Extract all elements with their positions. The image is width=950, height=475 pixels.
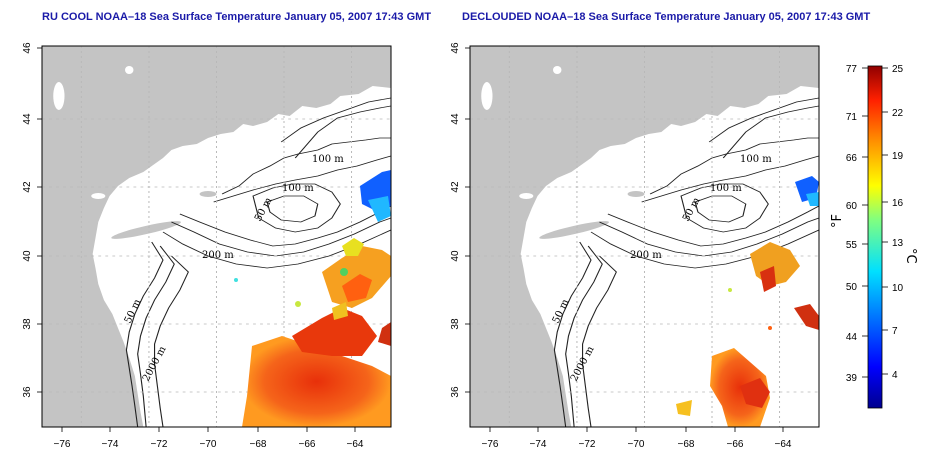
contour-label: 200 m xyxy=(630,250,662,261)
fahrenheit-tick-label: 39 xyxy=(846,373,858,384)
panel-title-left: RU COOL NOAA–18 Sea Surface Temperature … xyxy=(42,11,432,23)
y-tick-label: 46 xyxy=(22,42,33,54)
x-tick-label: −68 xyxy=(250,439,267,450)
celsius-tick-label: 25 xyxy=(892,64,904,75)
celsius-unit-label: °C xyxy=(903,248,918,264)
x-tick-label: −72 xyxy=(579,439,596,450)
y-tick-label: 44 xyxy=(450,113,461,125)
y-tick-label: 40 xyxy=(450,250,461,262)
contour-label: 100 m xyxy=(740,154,772,165)
y-tick-label: 38 xyxy=(450,318,461,330)
contour-label: 100 m xyxy=(710,183,742,194)
contour-label: 100 m xyxy=(312,154,344,165)
y-tick-label: 40 xyxy=(22,250,33,262)
x-tick-label: −74 xyxy=(102,439,119,450)
contour-label: 100 m xyxy=(282,183,314,194)
y-tick-label: 44 xyxy=(22,113,33,125)
celsius-tick-label: 4 xyxy=(892,370,898,381)
map-panel-left[interactable]: 100 m 100 m 50 m 200 m 50 m 2000 m xyxy=(41,45,392,428)
y-tick-label: 36 xyxy=(22,386,33,398)
x-tick-label: −76 xyxy=(482,439,499,450)
axes-right: −76 −74 −72 −70 −68 −66 −64 36 38 40 42 44 46 xyxy=(450,42,792,450)
fahrenheit-tick-label: 71 xyxy=(846,112,858,123)
fahrenheit-tick-label: 44 xyxy=(846,332,858,343)
x-tick-label: −64 xyxy=(347,439,364,450)
celsius-tick-label: 13 xyxy=(892,238,904,249)
fahrenheit-tick-label: 66 xyxy=(846,153,858,164)
axes-left: −76 −74 −72 −70 −68 −66 −64 36 38 40 42 44 46 xyxy=(22,42,364,450)
y-tick-label: 46 xyxy=(450,42,461,54)
y-tick-label: 38 xyxy=(22,318,33,330)
fahrenheit-tick-label: 77 xyxy=(846,64,858,75)
contour-label: 200 m xyxy=(202,250,234,261)
celsius-tick-label: 10 xyxy=(892,283,904,294)
map-panel-right[interactable]: 100 m 100 m 50 m 200 m 50 m 2000 m xyxy=(469,45,820,428)
x-tick-label: −76 xyxy=(54,439,71,450)
y-tick-label: 42 xyxy=(450,181,461,193)
x-tick-label: −64 xyxy=(775,439,792,450)
sst-data-left xyxy=(234,170,391,427)
colorbar-ticks: 77 71 66 60 55 50 44 39 25 22 19 16 13 10 7 4 xyxy=(846,64,904,384)
celsius-tick-label: 16 xyxy=(892,198,904,209)
x-tick-label: −74 xyxy=(530,439,547,450)
fahrenheit-unit-label: °F xyxy=(830,214,845,228)
x-tick-label: −72 xyxy=(151,439,168,450)
colorbar xyxy=(867,65,883,409)
fahrenheit-tick-label: 50 xyxy=(846,282,858,293)
x-tick-label: −70 xyxy=(200,439,217,450)
celsius-tick-label: 22 xyxy=(892,108,904,119)
x-tick-label: −66 xyxy=(299,439,316,450)
y-tick-label: 36 xyxy=(450,386,461,398)
celsius-tick-label: 7 xyxy=(892,326,898,337)
map-frame xyxy=(41,45,392,428)
x-tick-label: −66 xyxy=(727,439,744,450)
fahrenheit-tick-label: 55 xyxy=(846,240,858,251)
map-frame xyxy=(469,45,820,428)
panel-title-right: DECLOUDED NOAA–18 Sea Surface Temperatur… xyxy=(462,11,871,23)
sst-data-right xyxy=(676,176,819,427)
x-tick-label: −68 xyxy=(678,439,695,450)
fahrenheit-tick-label: 60 xyxy=(846,201,858,212)
x-tick-label: −70 xyxy=(628,439,645,450)
y-tick-label: 42 xyxy=(22,181,33,193)
celsius-tick-label: 19 xyxy=(892,151,904,162)
